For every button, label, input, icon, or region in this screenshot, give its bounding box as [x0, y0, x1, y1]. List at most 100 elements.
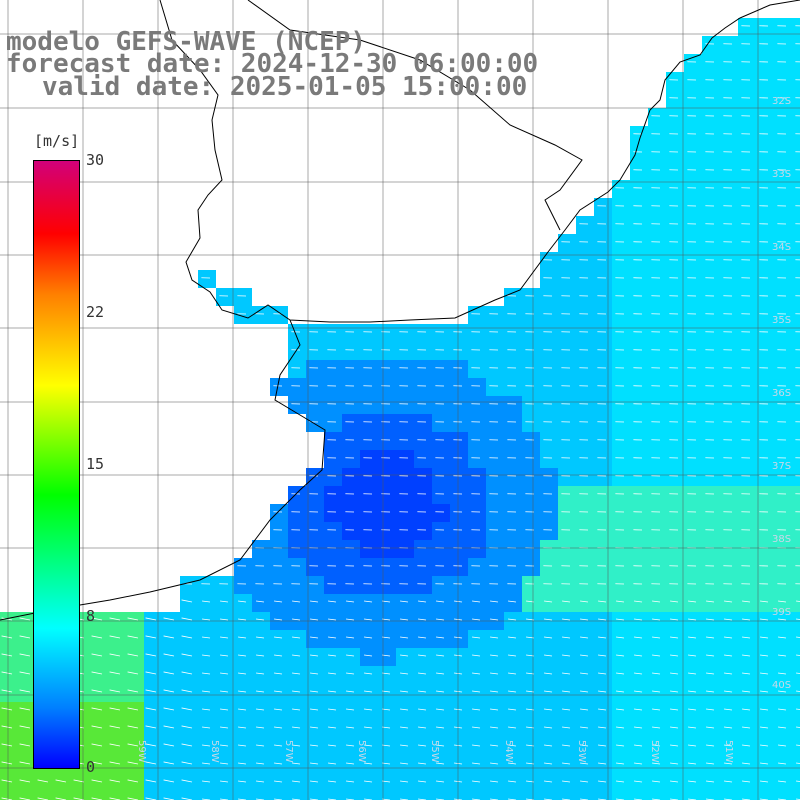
wind-arrow	[795, 726, 800, 728]
wind-cell	[342, 486, 360, 504]
wind-arrow	[471, 762, 481, 765]
wind-cell	[468, 540, 486, 558]
wind-cell	[504, 576, 522, 594]
wind-cell	[540, 594, 558, 612]
wind-cell	[522, 684, 540, 702]
wind-cell	[414, 576, 432, 594]
latitude-label: 40S	[772, 680, 791, 691]
wind-cell	[468, 468, 486, 486]
wind-arrow	[525, 690, 535, 693]
wind-arrow	[759, 654, 769, 657]
wind-cell	[432, 504, 450, 522]
wind-arrow	[669, 600, 679, 603]
wind-arrow	[471, 636, 481, 639]
wind-cell	[540, 432, 558, 450]
wind-cell	[252, 648, 270, 666]
wind-arrow	[417, 726, 427, 729]
wind-cell	[432, 378, 450, 396]
wind-cell	[216, 792, 234, 800]
wind-arrow	[181, 617, 193, 621]
wind-cell	[558, 774, 576, 792]
wind-cell	[558, 486, 576, 504]
wind-cell	[486, 558, 504, 576]
wind-arrow	[489, 726, 499, 729]
wind-arrow	[543, 708, 553, 711]
wind-cell	[594, 522, 612, 540]
wind-arrow	[163, 725, 175, 729]
wind-arrow	[741, 618, 751, 621]
wind-cell	[702, 288, 720, 306]
wind-cell	[774, 216, 792, 234]
wind-arrow	[579, 600, 589, 603]
wind-cell	[360, 702, 378, 720]
wind-cell	[198, 684, 216, 702]
wind-cell	[684, 216, 702, 234]
wind-cell	[720, 72, 738, 90]
wind-cell	[450, 504, 468, 522]
wind-cell	[792, 720, 800, 738]
wind-cell	[792, 216, 800, 234]
wind-cell	[630, 180, 648, 198]
wind-cell	[306, 576, 324, 594]
wind-cell	[648, 252, 666, 270]
wind-cell	[234, 720, 252, 738]
wind-arrow	[237, 690, 247, 693]
wind-arrow	[237, 600, 247, 603]
wind-cell	[792, 684, 800, 702]
wind-arrow	[435, 726, 445, 729]
wind-arrow	[705, 636, 715, 639]
wind-cell	[450, 414, 468, 432]
wind-arrow	[795, 654, 800, 656]
wind-cell	[612, 396, 630, 414]
wind-cell	[684, 90, 702, 108]
wind-cell	[558, 666, 576, 684]
wind-cell	[720, 540, 738, 558]
latitude-label: 32S	[772, 96, 791, 107]
wind-cell	[270, 792, 288, 800]
wind-cell	[648, 774, 666, 792]
wind-cell	[252, 792, 270, 800]
wind-cell	[288, 360, 306, 378]
wind-cell	[774, 324, 792, 342]
wind-cell	[720, 396, 738, 414]
wind-cell	[630, 630, 648, 648]
wind-cell	[234, 684, 252, 702]
wind-cell	[522, 522, 540, 540]
wind-arrow	[291, 654, 301, 657]
wind-cell	[486, 756, 504, 774]
wind-cell	[396, 450, 414, 468]
wind-cell	[324, 504, 342, 522]
wind-cell	[414, 378, 432, 396]
wind-arrow	[651, 654, 661, 657]
wind-cell	[558, 378, 576, 396]
wind-cell	[666, 126, 684, 144]
wind-cell	[756, 162, 774, 180]
wind-arrow	[705, 618, 715, 621]
wind-arrow	[597, 744, 607, 747]
wind-cell	[360, 774, 378, 792]
wind-cell	[306, 702, 324, 720]
wind-cell	[684, 684, 702, 702]
wind-cell	[738, 630, 756, 648]
wind-cell	[108, 774, 126, 792]
wind-arrow	[219, 762, 229, 765]
wind-arrow	[273, 780, 283, 783]
wind-cell	[576, 324, 594, 342]
wind-cell	[450, 702, 468, 720]
wind-arrow	[777, 690, 787, 693]
wind-cell	[414, 702, 432, 720]
wind-cell	[702, 180, 720, 198]
wind-cell	[666, 648, 684, 666]
wind-arrow	[163, 761, 175, 765]
wind-arrow	[163, 671, 175, 675]
wind-cell	[666, 432, 684, 450]
wind-cell	[522, 432, 540, 450]
wind-cell	[720, 36, 738, 54]
wind-arrow	[759, 618, 769, 621]
wind-cell	[684, 378, 702, 396]
wind-arrow	[255, 618, 265, 621]
wind-cell	[792, 180, 800, 198]
wind-cell	[18, 630, 36, 648]
wind-arrow	[309, 672, 319, 675]
wind-cell	[792, 630, 800, 648]
